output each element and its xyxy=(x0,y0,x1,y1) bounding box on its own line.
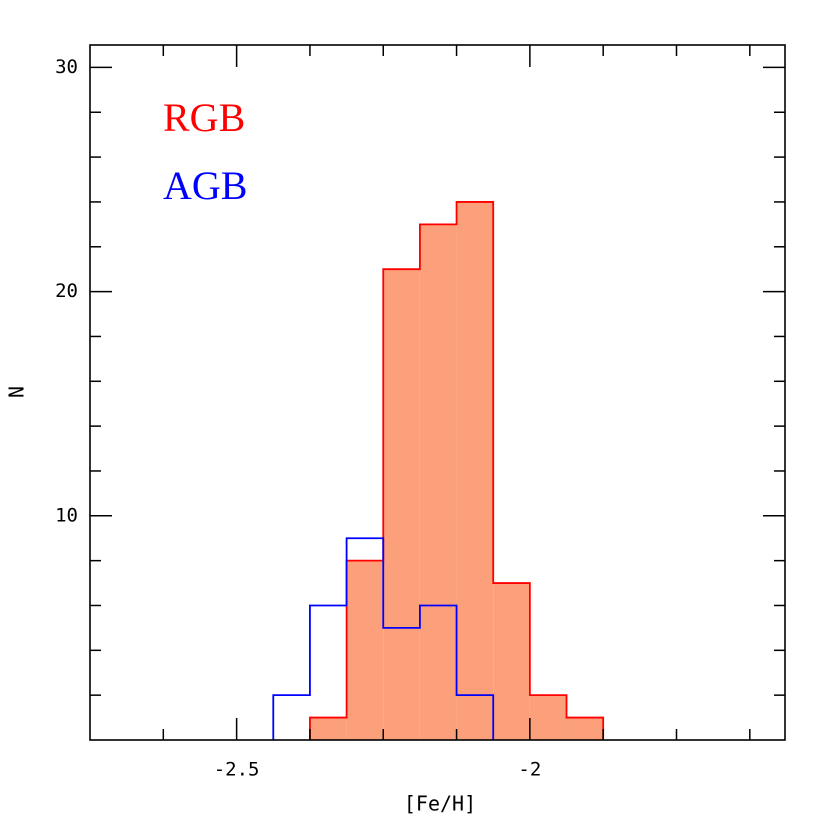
histogram-bar xyxy=(566,717,604,740)
y-tick-label: 20 xyxy=(55,280,78,302)
histogram-bar xyxy=(309,717,347,740)
x-tick-label: -2.5 xyxy=(214,759,260,781)
y-axis-label: N xyxy=(5,386,29,398)
x-tick-label: -2 xyxy=(518,759,541,781)
histogram-bar xyxy=(346,560,384,740)
legend-label: RGB xyxy=(163,95,245,140)
histogram-outline xyxy=(272,537,495,740)
histogram-bar xyxy=(383,269,420,740)
histogram-bar xyxy=(529,695,567,740)
histogram-bar xyxy=(419,224,457,740)
histogram-bar xyxy=(493,583,530,740)
plot-frame xyxy=(89,44,786,741)
histogram-bar xyxy=(456,201,494,740)
x-axis-label: [Fe/H] xyxy=(404,792,476,816)
legend-label: AGB xyxy=(163,163,247,208)
y-tick-label: 30 xyxy=(55,56,78,78)
y-tick-label: 10 xyxy=(55,504,78,526)
